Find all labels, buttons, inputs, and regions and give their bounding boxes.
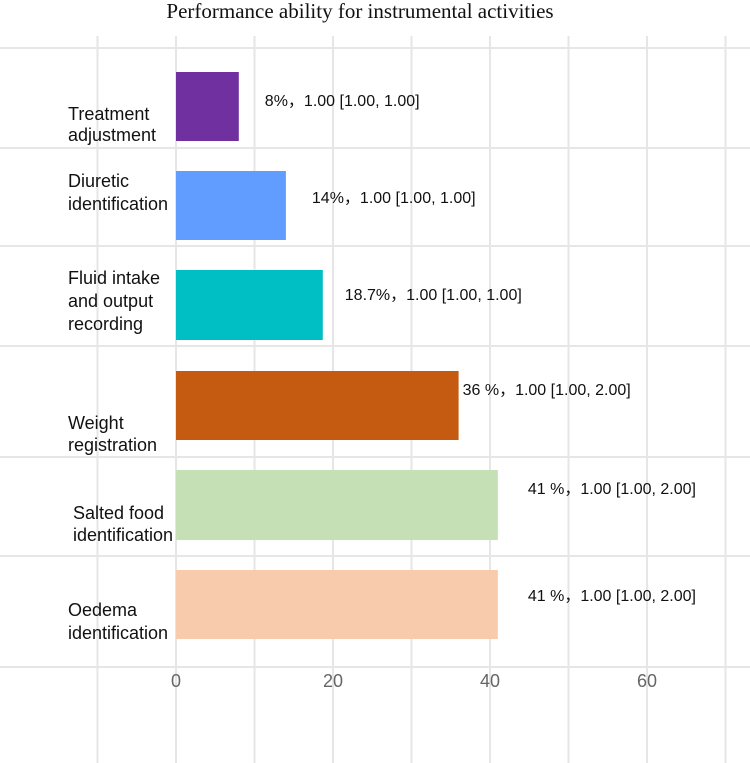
category-label-line: and output (68, 291, 153, 311)
category-label-line: Weight (68, 413, 124, 433)
chart-title: Performance ability for instrumental act… (166, 0, 553, 23)
category-label-line: adjustment (68, 125, 156, 145)
data-label: 14%，1.00 [1.00, 1.00] (312, 190, 476, 207)
x-tick-label: 60 (637, 671, 657, 691)
data-label: 8%，1.00 [1.00, 1.00] (265, 93, 420, 110)
category-label: Weight registration (68, 413, 157, 455)
category-label-line: Diuretic (68, 171, 129, 191)
category-label: Treatment adjustment (68, 104, 156, 145)
category-label-line: identification (68, 623, 168, 643)
bar-layer (176, 72, 498, 639)
category-label-line: identification (68, 194, 168, 214)
bar (176, 371, 459, 440)
category-label: Salted food identification (73, 503, 173, 545)
bar (176, 270, 323, 340)
x-tick-label: 0 (171, 671, 181, 691)
x-tick-label: 20 (323, 671, 343, 691)
x-tick-label: 40 (480, 671, 500, 691)
data-label: 36 %，1.00 [1.00, 2.00] (463, 382, 631, 399)
data-label: 41 %，1.00 [1.00, 2.00] (528, 481, 696, 498)
category-label-line: registration (68, 435, 157, 455)
data-label: 41 %，1.00 [1.00, 2.00] (528, 588, 696, 605)
category-label-line: Oedema (68, 600, 138, 620)
category-label: Oedema identification (68, 600, 168, 643)
category-label-line: Salted food (73, 503, 164, 523)
category-label-line: Fluid intake (68, 268, 160, 288)
category-label: Fluid intake and output recording (68, 268, 160, 334)
bar (176, 470, 498, 540)
bar (176, 72, 239, 141)
category-label: Diuretic identification (68, 171, 168, 214)
bar (176, 171, 286, 240)
bar (176, 570, 498, 639)
category-label-line: Treatment (68, 104, 149, 124)
label-layer: 8%，1.00 [1.00, 1.00] 14%，1.00 [1.00, 1.00… (68, 93, 696, 691)
category-label-line: identification (73, 525, 173, 545)
data-label: 18.7%，1.00 [1.00, 1.00] (345, 287, 522, 304)
category-label-line: recording (68, 314, 143, 334)
